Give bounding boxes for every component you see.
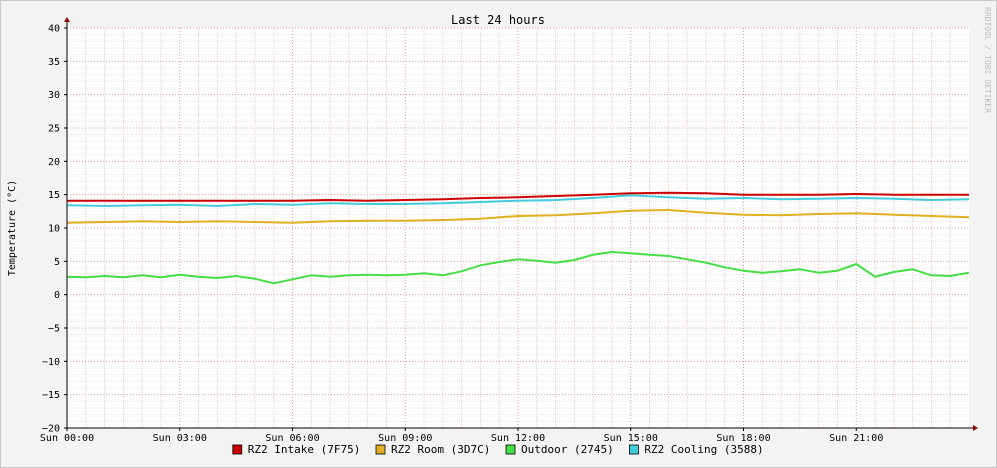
y-tick-label: −10 bbox=[42, 357, 60, 368]
y-tick-labels: −20 −15 −10 −5 0 5 10 15 20 25 30 35 40 bbox=[42, 24, 60, 435]
legend-swatch bbox=[505, 444, 516, 455]
y-tick-label: 15 bbox=[48, 190, 60, 201]
series-layer bbox=[66, 191, 970, 285]
legend-item: RZ2 Room (3D7C) bbox=[375, 443, 490, 456]
y-tick-label: −15 bbox=[42, 390, 60, 401]
x-tick-label: Sun 12:00 bbox=[491, 433, 545, 444]
legend-label: RZ2 Intake (7F75) bbox=[248, 443, 361, 456]
legend-swatch bbox=[629, 444, 639, 455]
series-line-2 bbox=[66, 251, 970, 285]
legend-label: RZ2 Cooling (3588) bbox=[644, 443, 763, 456]
x-tick-label: Sun 18:00 bbox=[716, 433, 770, 444]
legend-swatch bbox=[375, 444, 386, 455]
y-tick-label: 25 bbox=[48, 124, 60, 135]
legend: RZ2 Intake (7F75) RZ2 Room (3D7C) Outdoor … bbox=[232, 443, 764, 456]
y-tick-label: 0 bbox=[54, 290, 60, 301]
legend-item: Outdoor (2745) bbox=[505, 443, 614, 456]
series-line-3 bbox=[66, 194, 970, 207]
y-tick-label: 20 bbox=[48, 157, 60, 168]
x-tick-label: Sun 03:00 bbox=[153, 433, 207, 444]
x-tick-label: Sun 00:00 bbox=[40, 433, 94, 444]
rrdtool-watermark: RRDTOOL / TOBI OETIKER bbox=[983, 7, 992, 113]
series-line-1 bbox=[66, 209, 970, 224]
x-tick-label: Sun 06:00 bbox=[265, 433, 319, 444]
y-tick-label: 30 bbox=[48, 90, 60, 101]
grid-major bbox=[66, 27, 969, 429]
x-tick-label: Sun 15:00 bbox=[604, 433, 658, 444]
series-line-0 bbox=[67, 191, 969, 202]
y-axis-arrow bbox=[64, 17, 70, 22]
y-tick-label: −5 bbox=[48, 324, 60, 335]
y-tick-label: −20 bbox=[42, 424, 60, 435]
y-tick-label: 40 bbox=[48, 24, 60, 35]
y-tick-label: 5 bbox=[54, 257, 60, 268]
y-tick-label: 10 bbox=[48, 224, 60, 235]
legend-item: RZ2 Cooling (3588) bbox=[629, 443, 764, 456]
x-axis-arrow bbox=[973, 425, 978, 431]
x-tick-label: Sun 21:00 bbox=[829, 433, 883, 444]
legend-swatch bbox=[232, 444, 243, 455]
legend-label: Outdoor (2745) bbox=[521, 443, 614, 456]
y-tick-label: 35 bbox=[48, 57, 60, 68]
legend-item: RZ2 Intake (7F75) bbox=[232, 443, 361, 456]
y-axis-label: Temperature (°C) bbox=[7, 180, 18, 276]
x-tick-label: Sun 09:00 bbox=[378, 433, 432, 444]
x-tick-labels: Sun 00:00 Sun 03:00 Sun 06:00 Sun 09:00 Sun … bbox=[40, 433, 883, 444]
chart-title: Last 24 hours bbox=[451, 13, 545, 27]
legend-label: RZ2 Room (3D7C) bbox=[391, 443, 490, 456]
axes bbox=[64, 17, 978, 431]
